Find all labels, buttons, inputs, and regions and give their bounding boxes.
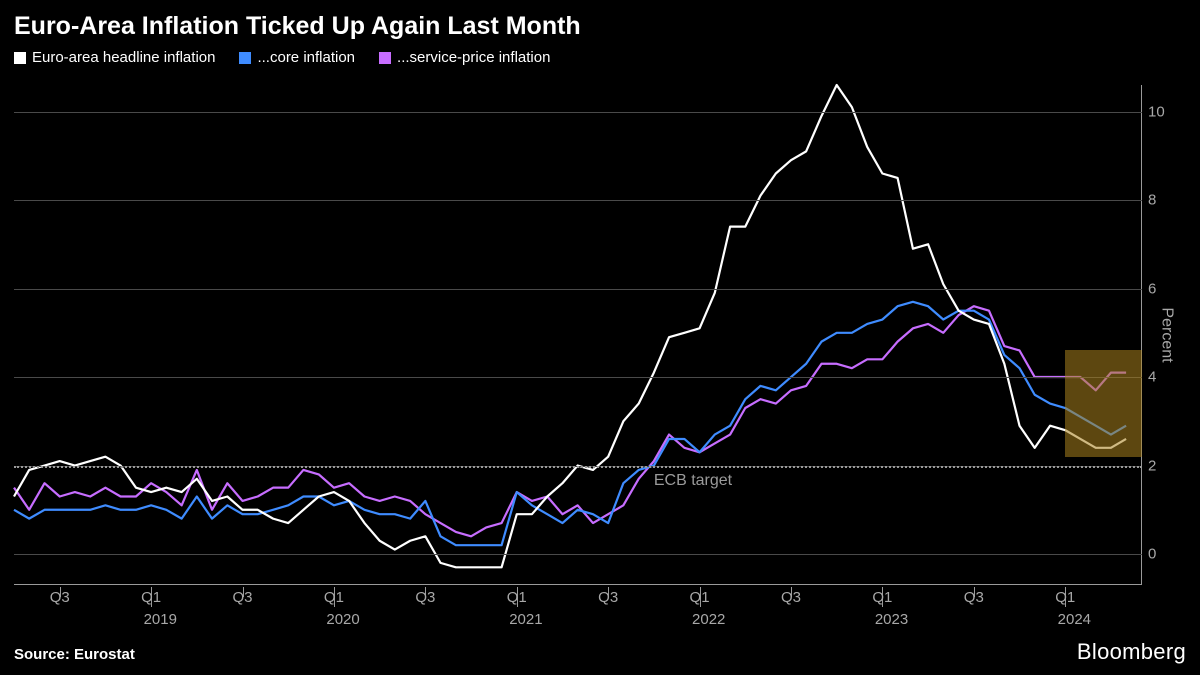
legend-item-service: ...service-price inflation: [379, 49, 550, 66]
ecb-target-label: ECB target: [654, 472, 732, 490]
gridline: [14, 377, 1142, 378]
legend-swatch: [239, 52, 251, 64]
x-year-label: 2022: [692, 611, 725, 628]
x-year-label: 2023: [875, 611, 908, 628]
legend-label: Euro-area headline inflation: [32, 49, 215, 66]
y-axis-label: Percent: [1157, 307, 1175, 362]
x-axis: 2019 2020 2021 2022 2023 2024 Q3 Q1 Q3 Q1 Q3 Q1 Q3 Q1…: [14, 587, 1142, 637]
x-quarter-label: Q1: [507, 589, 527, 606]
legend-item-headline: Euro-area headline inflation: [14, 49, 215, 66]
x-quarter-label: Q3: [233, 589, 253, 606]
chart-title: Euro-Area Inflation Ticked Up Again Last…: [0, 0, 1200, 49]
x-quarter-label: Q1: [690, 589, 710, 606]
y-tick-label: 0: [1148, 546, 1178, 563]
x-quarter-label: Q3: [50, 589, 70, 606]
x-quarter-label: Q3: [415, 589, 435, 606]
x-quarter-label: Q1: [1055, 589, 1075, 606]
y-tick-label: 8: [1148, 192, 1178, 209]
brand-text: Bloomberg: [1077, 639, 1186, 665]
x-year-label: 2019: [144, 611, 177, 628]
x-quarter-label: Q3: [598, 589, 618, 606]
chart-area: Percent 0246810ECB target: [14, 85, 1142, 585]
highlight-region: [1065, 350, 1142, 456]
line-headline-inflation: [14, 85, 1126, 567]
x-quarter-label: Q1: [141, 589, 161, 606]
line-chart-svg: [14, 85, 1142, 585]
x-year-label: 2021: [509, 611, 542, 628]
legend-swatch: [379, 52, 391, 64]
y-tick-label: 10: [1148, 103, 1178, 120]
gridline: [14, 200, 1142, 201]
x-quarter-label: Q3: [781, 589, 801, 606]
legend-swatch: [14, 52, 26, 64]
x-year-label: 2020: [326, 611, 359, 628]
y-tick-label: 2: [1148, 457, 1178, 474]
gridline: [14, 289, 1142, 290]
legend: Euro-area headline inflation ...core inf…: [0, 49, 1200, 74]
y-tick-label: 6: [1148, 280, 1178, 297]
line-service-inflation: [14, 306, 1126, 536]
x-quarter-label: Q1: [872, 589, 892, 606]
x-year-label: 2024: [1058, 611, 1091, 628]
x-quarter-label: Q1: [324, 589, 344, 606]
gridline: [14, 554, 1142, 555]
x-quarter-label: Q3: [964, 589, 984, 606]
y-tick-label: 4: [1148, 369, 1178, 386]
legend-label: ...core inflation: [257, 49, 355, 66]
legend-label: ...service-price inflation: [397, 49, 550, 66]
gridline: [14, 112, 1142, 113]
legend-item-core: ...core inflation: [239, 49, 355, 66]
ecb-target-line: [14, 466, 1142, 468]
source-text: Source: Eurostat: [14, 646, 135, 663]
